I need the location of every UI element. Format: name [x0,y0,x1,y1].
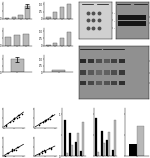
Point [44,119,47,122]
Bar [111,70,117,75]
Point [16,145,19,148]
Bar [11,59,24,72]
Bar [71,145,73,156]
Bar [96,70,102,75]
Point [16,114,19,117]
Point [44,120,46,122]
Bar [119,58,125,63]
Point [11,148,14,151]
Bar [25,6,30,19]
Bar [103,70,109,75]
Point [16,116,18,119]
Bar [52,70,65,72]
Bar [75,142,77,156]
Bar [119,70,125,75]
Bar [103,58,109,63]
Point [5,124,8,127]
Point [5,152,8,154]
Bar [46,17,51,19]
Bar [106,140,108,156]
Bar [101,131,103,156]
Point [17,116,20,118]
Point [42,121,44,124]
Point [5,125,7,128]
Bar [53,43,57,46]
Bar [118,21,146,26]
Bar [82,122,84,156]
Bar [5,18,9,19]
Bar [80,70,86,75]
Point [40,151,43,154]
Bar [88,81,94,85]
Point [18,114,20,116]
Bar [114,120,116,156]
Bar [60,7,64,19]
Bar [96,81,102,85]
Point [44,150,46,152]
Point [13,117,15,119]
Bar [118,15,146,19]
Point [51,114,54,117]
Bar [64,120,66,156]
Point [50,147,52,150]
Bar [5,37,11,46]
Bar [80,151,82,156]
Point [11,120,14,122]
Bar [88,58,94,63]
Point [44,150,46,153]
Point [38,153,40,155]
Bar [12,17,16,19]
Bar [77,133,79,156]
Bar [69,133,71,156]
Bar [80,58,86,63]
Point [42,121,44,123]
Bar [95,118,97,156]
Bar [112,150,114,156]
Point [44,119,46,122]
Point [11,149,14,151]
Point [38,153,40,155]
Point [17,146,19,148]
Bar [23,34,29,46]
Point [47,118,49,120]
Bar [97,152,99,156]
Bar [66,153,68,156]
Bar [53,12,57,19]
Bar [137,126,144,156]
Bar [14,35,20,46]
Bar [96,58,102,63]
Bar [111,81,117,85]
Point [50,148,52,150]
Bar [103,143,105,156]
Bar [80,81,86,85]
Point [48,117,51,120]
Point [43,149,46,152]
Point [13,118,16,120]
Point [8,121,11,123]
Bar [18,15,23,19]
Bar [60,38,64,46]
Point [21,113,23,115]
Bar [103,81,109,85]
Bar [67,32,71,46]
Bar [111,58,117,63]
Point [4,154,6,157]
Point [11,149,14,152]
Point [41,150,43,153]
Point [50,115,52,117]
Point [13,149,15,152]
Point [7,152,9,154]
Point [48,147,51,149]
Point [38,124,40,126]
Bar [67,4,71,19]
Bar [46,45,51,46]
Bar [119,81,125,85]
Point [15,149,17,151]
Point [12,117,15,119]
Point [43,120,46,123]
Bar [88,70,94,75]
Bar [108,132,110,156]
Bar [129,144,137,156]
Point [39,122,41,125]
